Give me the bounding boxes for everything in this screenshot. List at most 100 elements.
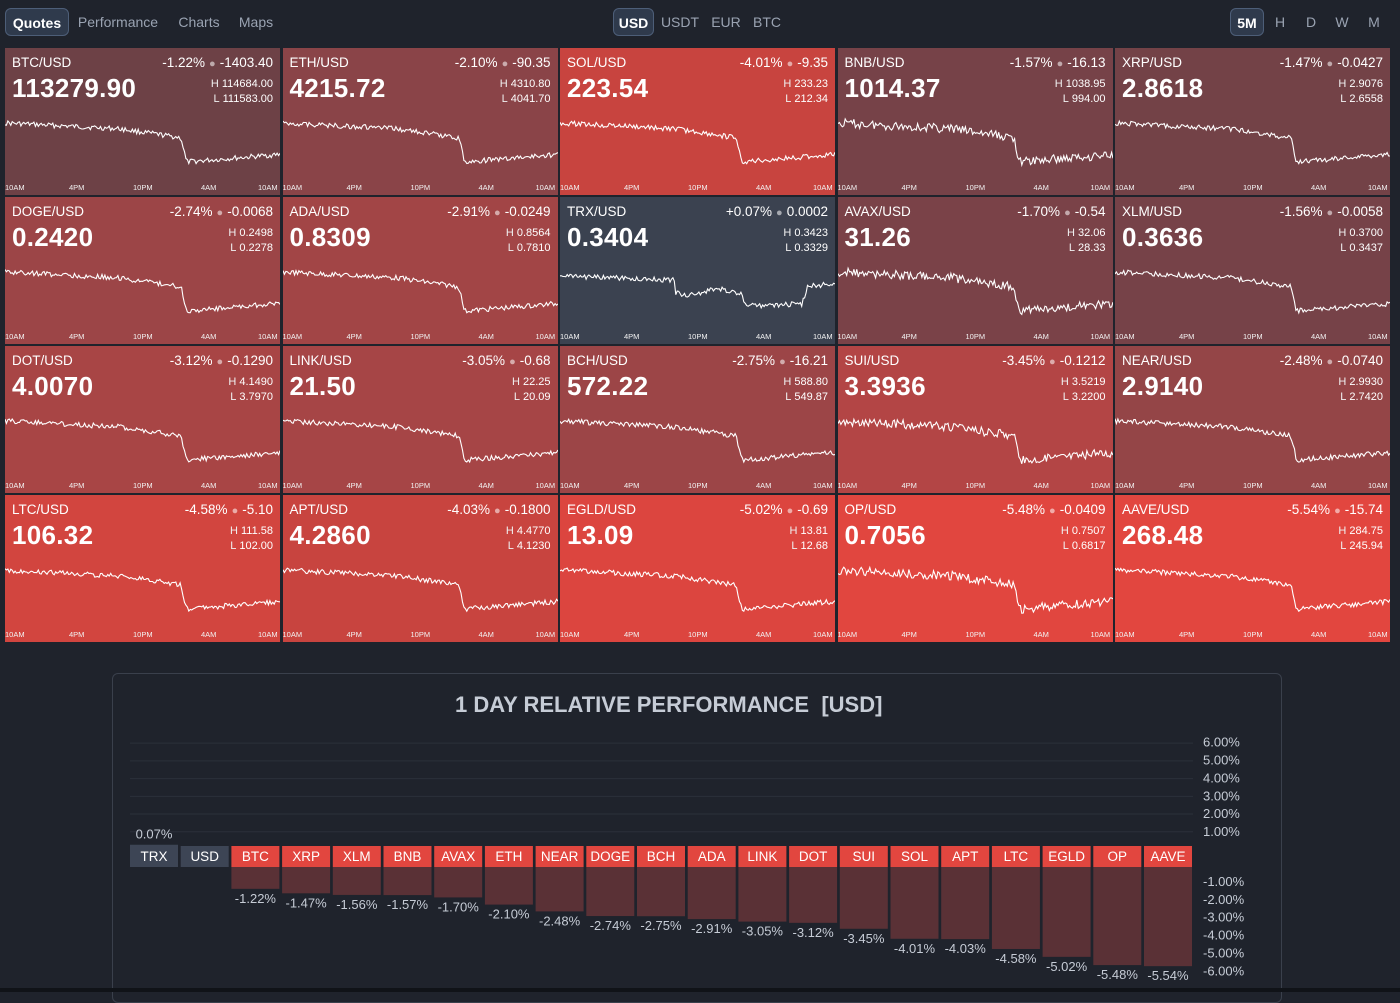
time-tick: 10PM [133,183,153,192]
timeframe-tab-h[interactable]: H [1274,14,1286,30]
tile-low: 111583.00 [222,93,273,105]
tile-price: 0.3404 [567,222,649,252]
timeframe-tab-w[interactable]: W [1335,14,1349,30]
value-label-ltc: -4.58% [995,951,1037,966]
quote-tile-sol[interactable]: SOL/USD -4.01% ● -9.35 223.54 H 233.23 L 212.34 1… [560,48,835,195]
bar-header-dot [789,846,838,867]
quote-tile-xlm[interactable]: XLM/USD -1.56% ● -0.0058 0.3636 H 0.3700 L 0.343… [1115,197,1390,344]
tile-price: 223.54 [567,73,649,103]
tile-price: 106.32 [12,520,94,550]
tab-quotes[interactable]: Quotes [5,8,69,36]
window-bottom-edge [0,988,1400,992]
currency-tab-usd[interactable]: USD [613,8,654,36]
tile-price: 0.7056 [844,520,926,550]
tile-low: 102.00 [239,540,273,552]
quote-tile-apt[interactable]: APT/USD -4.03% ● -0.1800 4.2860 H 4.4770 L 4.123… [282,495,558,642]
low-label: L [1062,540,1069,552]
time-tick: 4PM [346,630,362,639]
separator-dot-icon: ● [1049,505,1056,517]
time-tick: 4AM [756,481,772,490]
value-label-xrp: -1.47% [285,895,327,910]
bar-header-eth [484,846,533,867]
sparkline-path [560,418,835,464]
category-label-bnb: BNB [394,849,422,864]
tile-high-low: H 284.75 L 245.94 [1338,524,1383,554]
quote-tile-aave[interactable]: AAVE/USD -5.54% ● -15.74 268.48 H 284.75 L 245.9… [1115,495,1390,642]
quote-tile-link[interactable]: LINK/USD -3.05% ● -0.68 21.50 H 22.25 L 20.09 10A… [282,346,558,493]
separator-dot-icon: ● [209,58,216,70]
low-label: L [1340,93,1347,105]
tab-maps[interactable]: Maps [238,14,274,30]
bar-header-btc [231,846,280,867]
tab-performance[interactable]: Performance [77,14,159,30]
timeframe-tab-m[interactable]: M [1368,14,1380,30]
bar-xlm [332,867,381,895]
currency-tab-eur[interactable]: EUR [711,14,741,30]
tile-high-low: H 32.06 L 28.33 [1067,226,1105,256]
high-label: H [1338,376,1347,388]
currency-tab-btc[interactable]: BTC [753,14,781,30]
tile-symbol: NEAR/USD [1122,353,1192,368]
quote-tile-dot[interactable]: DOT/USD -3.12% ● -0.1290 4.0070 H 4.1490 L 3.797… [5,346,280,493]
tile-sparkline [5,568,280,613]
quote-tile-bch[interactable]: BCH/USD -2.75% ● -16.21 572.22 H 588.80 L 549.87… [560,346,835,493]
category-label-aave: AAVE [1150,849,1185,864]
sparkline-path [282,120,558,165]
timeframe-tab-d[interactable]: D [1305,14,1317,30]
value-label-link: -3.05% [742,924,784,939]
sparkline-path [282,567,558,613]
time-tick: 4PM [1179,332,1195,341]
quote-tile-xrp[interactable]: XRP/USD -1.47% ● -0.0427 2.8618 H 2.9076 L 2.655… [1115,48,1390,195]
bar-header-link [738,846,787,867]
top-toolbar: Quotes Performance Charts Maps USD USDT EUR BT… [0,0,1400,46]
time-tick: 10AM [1090,183,1111,192]
time-tick: 10PM [410,481,431,490]
quote-tile-ltc[interactable]: LTC/USD -4.58% ● -5.10 106.32 H 111.58 L 102.00 1… [5,495,280,642]
tile-price: 268.48 [1122,520,1204,550]
quote-tile-sui[interactable]: SUI/USD -3.45% ● -0.1212 3.3936 H 3.5219 L 3.220… [837,346,1113,493]
quote-tile-doge[interactable]: DOGE/USD -2.74% ● -0.0068 0.2420 H 0.2498 L 0.22… [5,197,280,344]
tile-time-axis: 10AM 4PM 10PM 4AM 10AM [5,183,280,193]
quote-tile-trx[interactable]: TRX/USD +0.07% ● 0.0002 0.3404 H 0.3423 L 0.3329… [560,197,835,344]
quote-tile-bnb[interactable]: BNB/USD -1.57% ● -16.13 1014.37 H 1038.95 L 994.… [837,48,1113,195]
tile-change-pct: -3.12% [169,353,213,368]
tile-change-abs: 0.0002 [786,204,828,219]
low-label: L [785,93,792,105]
tile-sparkline [282,418,558,464]
quote-tile-eth[interactable]: ETH/USD -2.10% ● -90.35 4215.72 H 4310.80 L 4041… [282,48,558,195]
tile-sparkline [1115,119,1390,165]
tile-low: 245.94 [1349,540,1383,552]
tile-change-pct: -2.10% [454,55,498,70]
value-label-xlm: -1.56% [336,897,378,912]
quote-tile-near[interactable]: NEAR/USD -2.48% ● -0.0740 2.9140 H 2.9930 L 2.74… [1115,346,1390,493]
time-tick: 10AM [258,183,278,192]
tile-sparkline [560,418,835,464]
quote-tile-op[interactable]: OP/USD -5.48% ● -0.0409 0.7056 H 0.7507 L 0.6817… [837,495,1113,642]
tile-high-low: H 114684.00 L 111583.00 [211,77,273,107]
time-tick: 4PM [346,332,362,341]
quote-tile-grid: BTC/USD -1.22% ● -1403.40 113279.90 H 114684.0… [5,48,1390,643]
quote-tile-ada[interactable]: ADA/USD -2.91% ● -0.0249 0.8309 H 0.8564 L 0.781… [282,197,558,344]
quote-tile-avax[interactable]: AVAX/USD -1.70% ● -0.54 31.26 H 32.06 L 28.33 10A… [837,197,1113,344]
high-label: H [1338,227,1347,239]
tile-high-low: H 0.3423 L 0.3329 [783,226,828,256]
tile-time-axis: 10AM 4PM 10PM 4AM 10AM [283,183,558,193]
separator-dot-icon: ● [1326,356,1334,368]
time-tick: 10AM [1090,332,1111,341]
currency-tab-usdt[interactable]: USDT [660,14,700,30]
time-tick: 10AM [258,332,278,341]
quote-tile-egld[interactable]: EGLD/USD -5.02% ● -0.69 13.09 H 13.81 L 12.68 10A… [560,495,835,642]
time-tick: 4PM [1179,630,1195,639]
y-tick-label: -2.00% [1203,892,1245,907]
tile-low: 3.7970 [239,391,273,403]
performance-title: 1 DAY RELATIVE PERFORMANCE [USD] [455,692,882,718]
quote-tile-btc[interactable]: BTC/USD -1.22% ● -1403.40 113279.90 H 114684.0… [5,48,280,195]
tab-charts[interactable]: Charts [178,14,220,30]
timeframe-tab-5m[interactable]: 5M [1230,8,1264,36]
time-tick: 10AM [1090,481,1111,490]
time-tick: 10PM [133,630,153,639]
time-tick: 10PM [410,630,431,639]
time-tick: 4AM [756,183,772,192]
tile-low: 12.68 [800,540,828,552]
high-label: H [505,227,514,239]
